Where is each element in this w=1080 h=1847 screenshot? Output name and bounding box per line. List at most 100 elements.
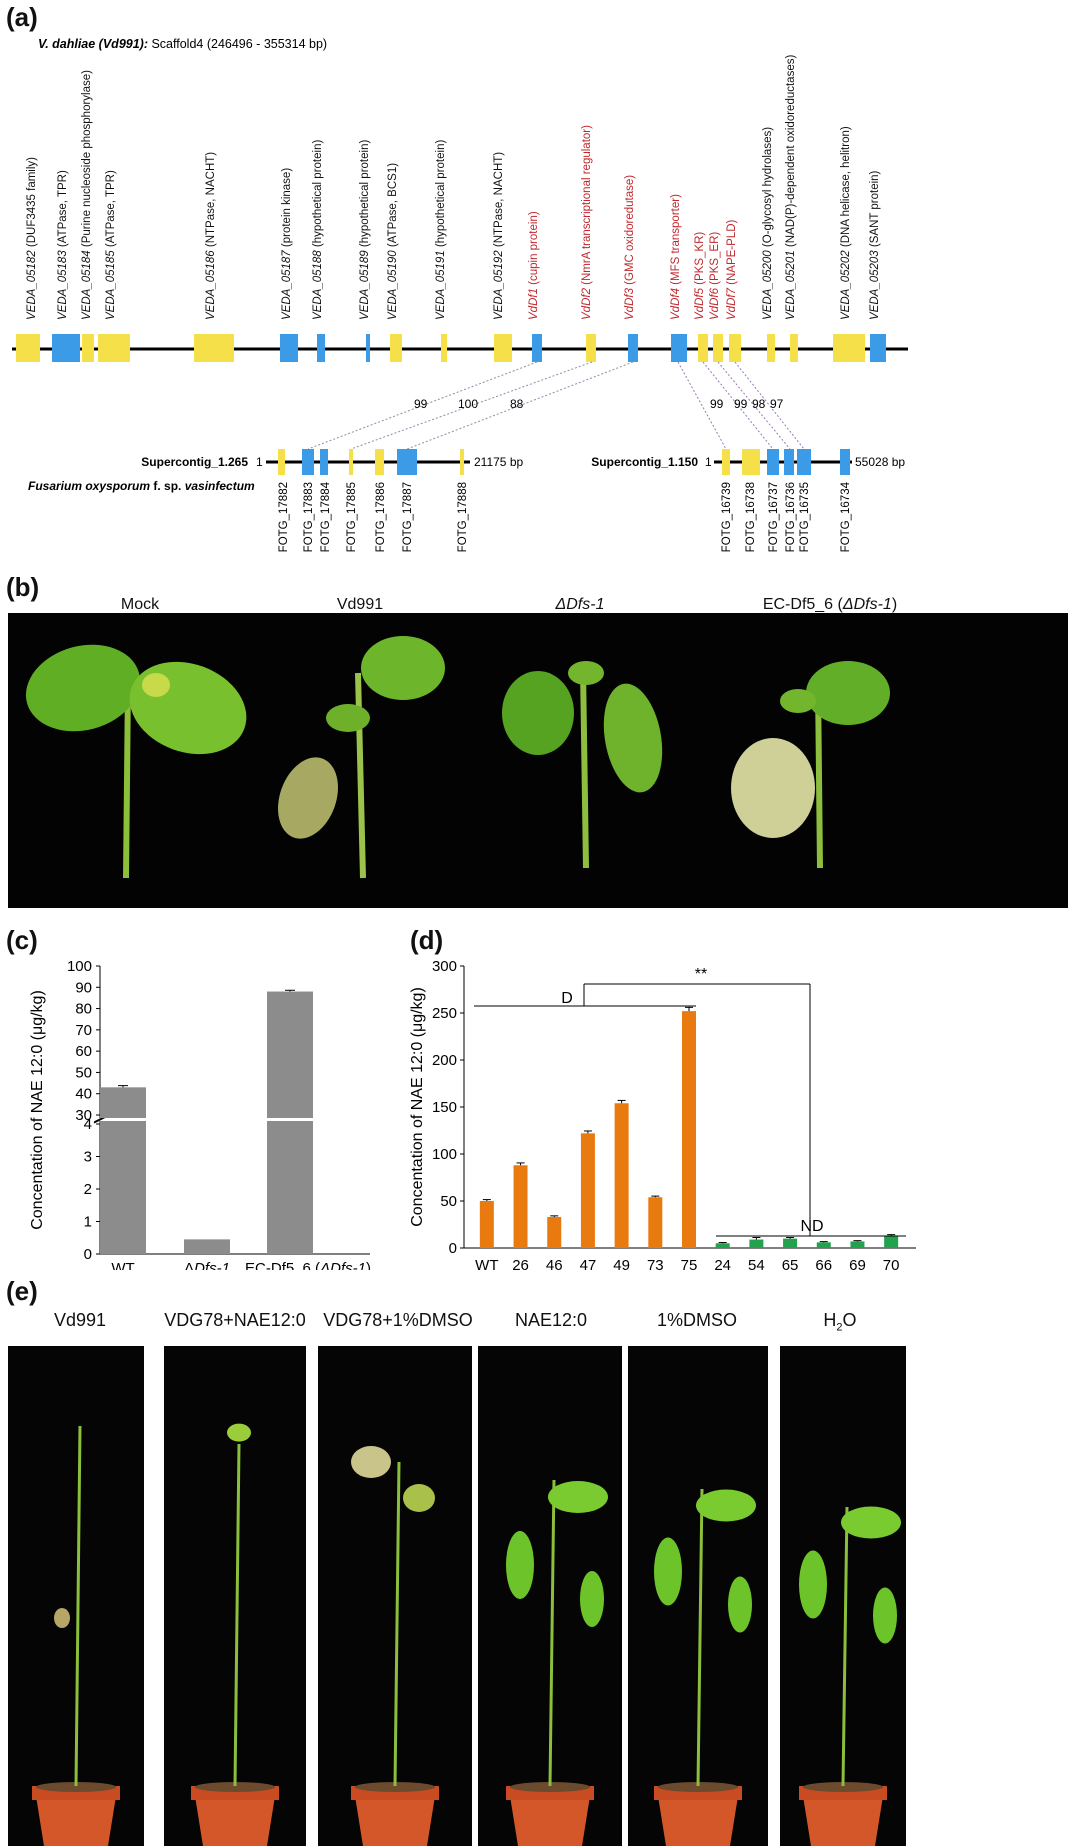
- gene-label: VEDA_05185 (ATPase, TPR): [105, 170, 117, 320]
- identity-label: 100: [458, 397, 478, 411]
- chart-d-xtick: 66: [815, 1257, 832, 1270]
- annotation-group1: D: [561, 990, 573, 1007]
- gene-box-VEDA_05186: [194, 334, 234, 362]
- gene-box-VEDA_05189: [366, 334, 370, 362]
- caption-vd991: Vd991: [336, 596, 384, 613]
- gene-label: VdDf1 (cupin protein): [528, 211, 540, 320]
- gene-box-VEDA_05185: [98, 334, 130, 362]
- gene-box-VdDf3: [628, 334, 638, 362]
- caption-e-dmso: 1%DMSO: [656, 1310, 737, 1330]
- gene-boxes: [16, 334, 886, 362]
- gene-label: VEDA_05200 (O-glycosyl hydrolases): [762, 127, 774, 320]
- chart-d-xticks: WT 26 46 47 49 73 75 24 54 65 66 69 70: [475, 1257, 899, 1270]
- gene-cluster-diagram: V. dahliae (Vd991): Scaffold4 (246496 - …: [12, 37, 908, 552]
- chart-d-xtick: WT: [475, 1257, 498, 1270]
- homology-link: [702, 361, 774, 450]
- chart-d-bar: [682, 1011, 696, 1248]
- contig2-end: 55028 bp: [855, 455, 905, 469]
- caption-e-vdg78-dmso: VDG78+1%DMSO: [323, 1310, 473, 1330]
- gene-box-VdDf6: [713, 334, 723, 362]
- annotation-significance: **: [695, 966, 707, 983]
- gene-box-VEDA_05182: [16, 334, 40, 362]
- chart-c-bar: [184, 1239, 230, 1254]
- chart-c-ytick: 1: [84, 1214, 92, 1231]
- chart-d-bar: [715, 1243, 730, 1248]
- chart-d-bar: [648, 1197, 663, 1248]
- chart-d-bar: [816, 1242, 831, 1248]
- chart-d-bar: [614, 1103, 629, 1248]
- caption-e-nae: NAE12:0: [514, 1310, 588, 1330]
- gene-label: VEDA_05182 (DUF3435 family): [26, 157, 38, 320]
- gene-box-VdDf5: [698, 334, 708, 362]
- caption-mock: Mock: [120, 596, 160, 613]
- caption-e-vdg78-nae: VDG78+NAE12:0: [164, 1310, 306, 1330]
- contig2-gene-label: FOTG_16737: [768, 482, 780, 552]
- chart-d-ytick: 0: [449, 1240, 457, 1257]
- chart-c-ytick: 70: [75, 1022, 92, 1039]
- chart-c-xtick: EC-Df5_6 (ΔDfs-1): [245, 1260, 371, 1270]
- svg-text:V. dahliae (Vd991): Scaffold4: V. dahliae (Vd991): Scaffold4 (246496 - …: [38, 37, 327, 51]
- contig1-gene-box: [320, 449, 328, 475]
- gene-label: VEDA_05187 (protein kinase): [281, 168, 293, 320]
- chart-d-bar: [580, 1133, 595, 1248]
- gene-label: VdDf2 (NmrA transcriptional regulator): [581, 125, 593, 320]
- contig2-name: Supercontig_1.150: [591, 455, 698, 469]
- chart-c-ytick: 2: [84, 1181, 92, 1198]
- identity-label: 99: [710, 397, 724, 411]
- chart-d-ylabel: Concentation of NAE 12:0 (μg/kg): [409, 987, 426, 1227]
- gene-box-VEDA_05202: [833, 334, 865, 362]
- contig2-gene-label: FOTG_16739: [721, 482, 733, 552]
- homology-link: [734, 361, 805, 450]
- homology-link: [307, 361, 538, 450]
- homology-link: [406, 361, 634, 450]
- contig2-gene-label: FOTG_16738: [745, 482, 757, 552]
- chart-d-ytick: 150: [432, 1099, 457, 1116]
- chart-d: Concentation of NAE 12:0 (μg/kg) 0 50 100 1…: [409, 958, 916, 1270]
- potted-plant: [506, 1479, 608, 1846]
- chart-d-xtick: 70: [883, 1257, 900, 1270]
- gene-label: VEDA_05189 (hypothetical protein): [359, 140, 371, 320]
- chart-d-bar: [884, 1235, 899, 1248]
- chart-c-bar: [100, 1121, 146, 1254]
- gene-box-VEDA_05183: [52, 334, 80, 362]
- gene-label: VEDA_05191 (hypothetical protein): [435, 140, 447, 320]
- gene-label: VEDA_05190 (ATPase, BCS1): [387, 163, 399, 320]
- chart-d-ytick: 300: [432, 958, 457, 975]
- contig1-gene-label: FOTG_17885: [346, 482, 358, 552]
- chart-d-ytick: 200: [432, 1052, 457, 1069]
- gene-box-VEDA_05188: [317, 334, 325, 362]
- chart-d-bar: [850, 1241, 865, 1248]
- plant-photo-b: [8, 613, 1068, 908]
- chart-d-xtick: 49: [613, 1257, 630, 1270]
- potted-plant: [799, 1506, 901, 1846]
- panel-label-d: (d): [410, 925, 444, 955]
- contig1-gene-label: FOTG_17887: [402, 482, 414, 552]
- homology-link: [677, 361, 727, 450]
- chart-d-bars: [479, 1006, 899, 1248]
- contig1-start: 1: [256, 455, 263, 469]
- chart-c-ytick: 80: [75, 1001, 92, 1018]
- gene-label: VdDf4 (MFS transporter): [670, 194, 682, 320]
- contig2-start: 1: [705, 455, 712, 469]
- chart-d-xtick: 65: [782, 1257, 799, 1270]
- homology-link: [717, 361, 791, 450]
- contig2-gene-box: [767, 449, 779, 475]
- contig1-gene-box: [375, 449, 384, 475]
- chart-c-xtick: ΔDfs-1: [184, 1260, 230, 1270]
- gene-label: VEDA_05192 (NTPase, NACHT): [493, 152, 505, 320]
- chart-d-bar: [479, 1201, 494, 1248]
- gene-box-VdDf7: [729, 334, 741, 362]
- contig2-genes: [722, 449, 850, 475]
- potted-plant: [32, 1425, 120, 1846]
- chart-d-xtick: 54: [748, 1257, 765, 1270]
- chart-c-ytick: 100: [67, 958, 92, 975]
- identity-label: 88: [510, 397, 524, 411]
- gene-label: VdDf6 (PKS_ER): [709, 232, 721, 320]
- gene-label: VdDf5 (PKS_KR): [694, 232, 706, 320]
- potted-plant: [351, 1446, 439, 1846]
- chart-c-ylabel: Concentation of NAE 12:0 (μg/kg): [29, 990, 46, 1230]
- contig1-gene-box: [460, 449, 464, 475]
- gene-label: VEDA_05186 (NTPase, NACHT): [205, 152, 217, 320]
- chart-d-bar: [513, 1165, 528, 1248]
- gene-box-VdDf4: [671, 334, 687, 362]
